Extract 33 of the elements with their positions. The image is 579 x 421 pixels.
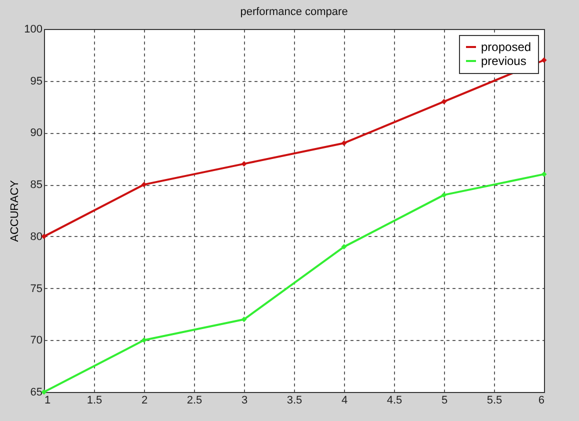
point [241, 316, 247, 322]
y-axis-title: ACCURACY [9, 179, 22, 242]
y-tick-label: 90 [30, 127, 42, 140]
x-tick-label: 3 [241, 394, 248, 406]
point [441, 98, 447, 104]
x-tick-label: 5.5 [486, 394, 502, 406]
y-tick-label: 95 [30, 75, 42, 88]
point [541, 57, 547, 63]
y-tick-label: 70 [30, 334, 42, 347]
point [141, 182, 147, 188]
chart-title: performance compare [240, 6, 348, 18]
point [241, 161, 247, 167]
x-tick-label: 6 [538, 394, 544, 406]
point [541, 171, 547, 177]
y-tick-label: 75 [30, 282, 42, 295]
point [141, 337, 147, 343]
legend-label: proposed [481, 40, 532, 54]
x-tick-label: 2.5 [186, 394, 202, 406]
x-tick-label: 3.5 [286, 394, 302, 406]
legend-label: previous [481, 54, 526, 68]
x-tick-label: 1.5 [86, 394, 102, 406]
y-tick-label: 65 [30, 386, 42, 398]
y-tick-label: 85 [30, 179, 42, 192]
point [341, 140, 347, 146]
y-tick-label: 80 [30, 230, 42, 243]
x-tick-label: 2 [141, 394, 148, 406]
point [341, 244, 347, 250]
x-tick-label: 1 [44, 394, 51, 406]
y-tick-label: 100 [24, 24, 42, 36]
x-tick-label: 5 [441, 394, 448, 406]
point [441, 192, 447, 198]
x-tick-label: 4 [341, 394, 348, 406]
x-tick-label: 4.5 [386, 394, 402, 406]
